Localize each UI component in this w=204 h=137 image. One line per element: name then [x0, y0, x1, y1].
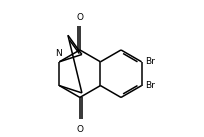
Text: O: O: [76, 125, 83, 134]
Text: Br: Br: [144, 81, 154, 90]
Text: Br: Br: [144, 57, 154, 66]
Text: O: O: [76, 13, 83, 22]
Text: N: N: [55, 49, 62, 58]
